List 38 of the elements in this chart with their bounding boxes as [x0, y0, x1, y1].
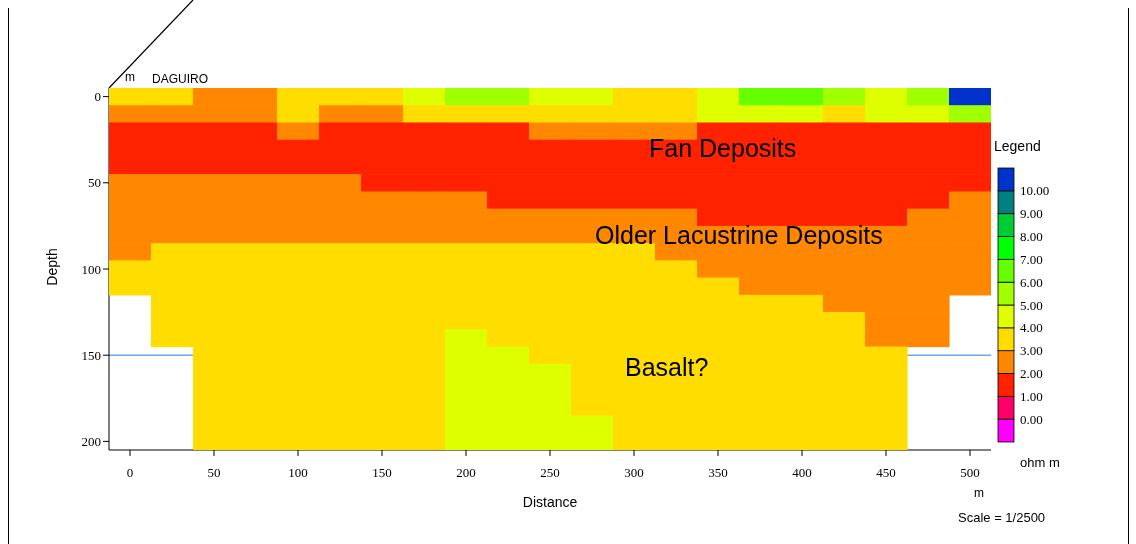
color-bar-label: 6.00 [1020, 274, 1043, 290]
x-tick-label: 0 [126, 465, 134, 481]
color-bar-label: 0.00 [1020, 411, 1043, 427]
color-bar-label: 8.00 [1020, 229, 1043, 244]
y-tick-label: 100 [81, 261, 101, 277]
text: m [974, 486, 984, 500]
x-tick-label: 450 [876, 465, 896, 481]
x-tick-label: 250 [540, 465, 560, 481]
annotation: Older Lacustrine Deposits [595, 221, 883, 250]
text: DAGUIRO [152, 72, 209, 86]
x-tick-label: 400 [792, 465, 812, 481]
x-tick-label: 100 [288, 465, 308, 481]
color-bar-label: 10.00 [1020, 183, 1050, 199]
x-tick-label: 200 [456, 465, 476, 481]
x-tick-label: 500 [960, 465, 980, 481]
text: m [125, 70, 135, 84]
color-bar-label: 4.00 [1020, 320, 1043, 336]
legend-title: Legend [994, 138, 1041, 154]
x-tick-label: 150 [372, 465, 392, 481]
annotation: Fan Deposits [649, 134, 797, 163]
x-tick-label: 300 [624, 465, 644, 481]
y-tick-label: 50 [88, 175, 101, 191]
color-bar-label: 5.00 [1020, 297, 1043, 313]
color-bar-label: 9.00 [1020, 206, 1043, 222]
y-tick-label: 0 [94, 89, 101, 105]
annotation: Basalt? [625, 353, 709, 382]
x-tick-label: 350 [708, 465, 728, 481]
x-axis-title: Distance [522, 494, 578, 510]
y-tick-label: 200 [81, 434, 101, 449]
color-bar-label: 7.00 [1020, 251, 1043, 267]
text: Scale = 1/2500 [958, 510, 1046, 525]
color-bar-label: 3.00 [1020, 343, 1043, 359]
color-bar-label: 2.00 [1020, 366, 1043, 381]
color-bar-title: ohm m [1020, 455, 1060, 470]
y-tick-label: 150 [81, 347, 101, 363]
color-bar-label: 1.00 [1020, 388, 1043, 404]
x-tick-label: 50 [207, 465, 221, 481]
y-axis-title: Depth [44, 248, 60, 286]
